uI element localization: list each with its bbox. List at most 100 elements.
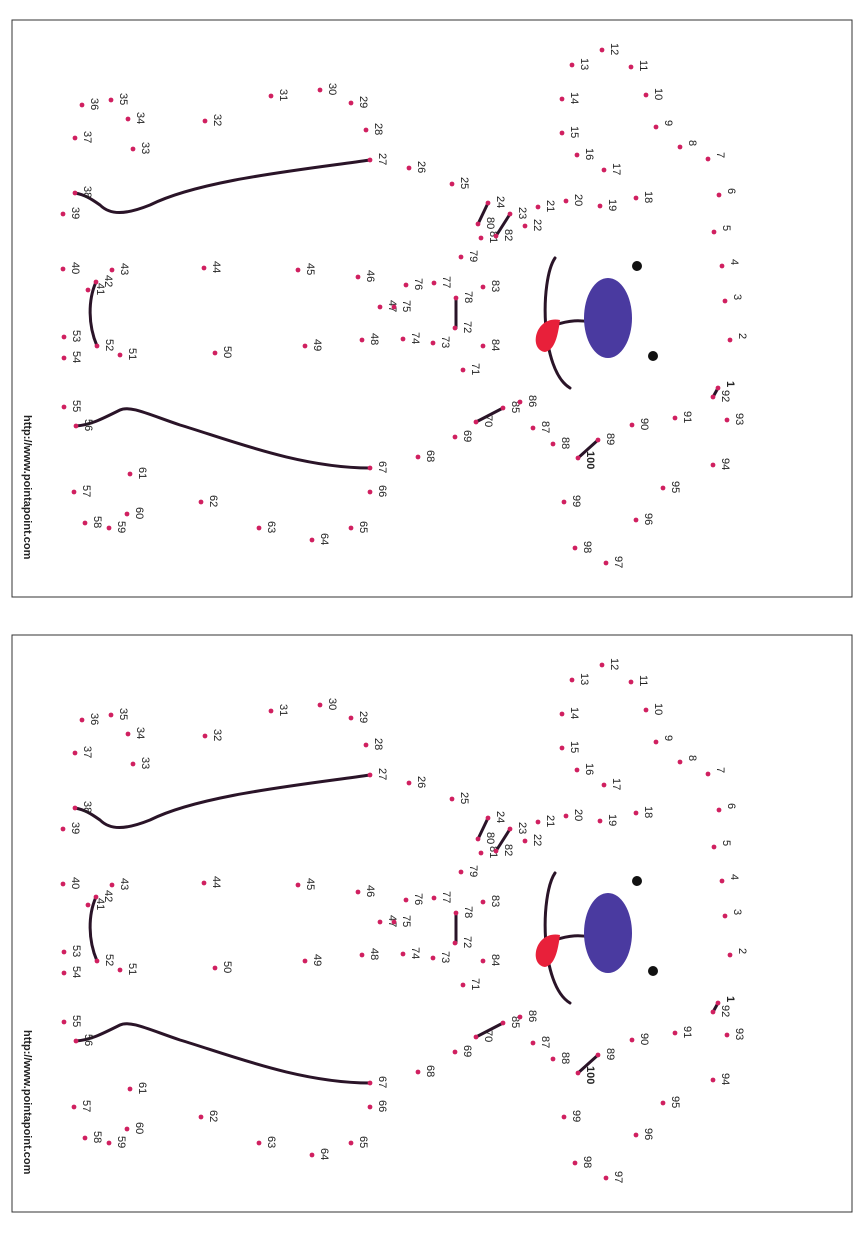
dot-number: 43 [118, 878, 130, 890]
dot [458, 254, 464, 260]
dot [201, 880, 207, 886]
dot [377, 304, 383, 310]
dot [633, 195, 639, 201]
dot [660, 485, 666, 491]
dot [109, 882, 115, 888]
dot-number: 35 [117, 93, 129, 105]
dot-number: 50 [221, 346, 233, 358]
eye [648, 966, 658, 976]
dot-number: 55 [70, 1015, 82, 1027]
outline-stroke [74, 1022, 372, 1085]
dot [493, 233, 499, 239]
dot-number: 39 [69, 822, 81, 834]
dot-number: 49 [311, 339, 323, 351]
dot [643, 92, 649, 98]
dot-number: 39 [69, 207, 81, 219]
dot [633, 810, 639, 816]
dot-number: 43 [118, 263, 130, 275]
dot [550, 1056, 556, 1062]
dot-number: 57 [80, 1100, 92, 1112]
dot [60, 266, 66, 272]
dot-number: 48 [368, 948, 380, 960]
dot-number: 79 [467, 250, 479, 262]
dot-number: 65 [357, 1136, 369, 1148]
dot [355, 274, 361, 280]
dot-number: 20 [572, 809, 584, 821]
dot [72, 135, 78, 141]
dot [449, 181, 455, 187]
dot [93, 894, 99, 900]
dot-number: 7 [714, 152, 726, 158]
dot [125, 116, 131, 122]
dot [603, 1175, 609, 1181]
dot [94, 958, 100, 964]
dot-number: 4 [728, 874, 740, 880]
dot [480, 343, 486, 349]
dot-number: 52 [103, 954, 115, 966]
dot-number: 58 [91, 516, 103, 528]
dot [563, 198, 569, 204]
dot-number: 1 [724, 996, 736, 1002]
dot [561, 499, 567, 505]
dot-number: 97 [612, 1171, 624, 1183]
dot [710, 394, 716, 400]
dot [601, 167, 607, 173]
dot-number: 44 [210, 876, 222, 888]
dot-number: 46 [364, 885, 376, 897]
dot [106, 525, 112, 531]
dot-number: 28 [372, 738, 384, 750]
dot [672, 415, 678, 421]
dot-number: 84 [489, 339, 501, 351]
dot [522, 838, 528, 844]
dot [82, 1135, 88, 1141]
panel-border [11, 634, 853, 1213]
dot [653, 124, 659, 130]
dot [256, 525, 262, 531]
panel: 1234567891011121314151617181920212223242… [11, 19, 853, 598]
dot-number: 1 [724, 381, 736, 387]
dot-number: 83 [489, 280, 501, 292]
dot [355, 889, 361, 895]
dot [507, 211, 513, 217]
dot-number: 77 [440, 276, 452, 288]
dot-number: 59 [115, 521, 127, 533]
dot-number: 44 [210, 261, 222, 273]
dot [559, 745, 565, 751]
dot-number: 15 [568, 126, 580, 138]
dot-number: 30 [326, 698, 338, 710]
dot-number: 34 [134, 112, 146, 124]
dot [574, 767, 580, 773]
dot-number: 74 [409, 332, 421, 344]
dot [125, 731, 131, 737]
dot-number: 90 [638, 418, 650, 430]
dot-number: 37 [81, 746, 93, 758]
dot-number: 70 [482, 415, 494, 427]
outline-stroke [576, 1053, 600, 1075]
dot [317, 702, 323, 708]
dot [72, 750, 78, 756]
dot [575, 1070, 581, 1076]
dot-number: 32 [211, 729, 223, 741]
dot-number: 71 [469, 978, 481, 990]
dot-number: 91 [681, 1026, 693, 1038]
dot-number: 63 [265, 521, 277, 533]
dot [460, 367, 466, 373]
dot-number: 67 [376, 1076, 388, 1088]
dot-number: 10 [652, 703, 664, 715]
dot [603, 560, 609, 566]
dot-number: 64 [318, 533, 330, 545]
dot-number: 35 [117, 708, 129, 720]
dot [359, 952, 365, 958]
dot [403, 897, 409, 903]
dot [677, 144, 683, 150]
dot-number: 78 [462, 906, 474, 918]
dot [400, 951, 406, 957]
dot-number: 42 [102, 275, 114, 287]
dot-number: 32 [211, 114, 223, 126]
dot [480, 958, 486, 964]
dot [61, 334, 67, 340]
dot [268, 708, 274, 714]
dot-number: 56 [82, 419, 94, 431]
dot-number: 95 [669, 1096, 681, 1108]
dot-number: 5 [720, 840, 732, 846]
